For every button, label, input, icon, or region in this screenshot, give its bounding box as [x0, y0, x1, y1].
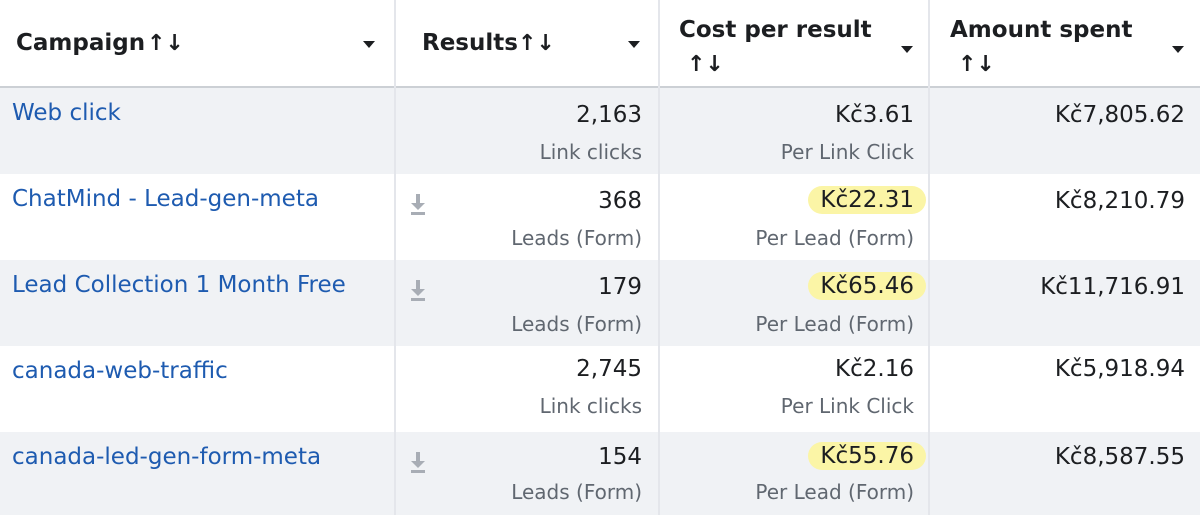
results-type: Leads (Form) [511, 480, 642, 504]
cost-value-text: Kč65.46 [808, 272, 926, 300]
results-type: Leads (Form) [511, 312, 642, 336]
sort-icon[interactable]: ↑↓ [147, 31, 184, 56]
table-row: canada-led-gen-form-meta 154 Leads (Form… [0, 432, 1200, 515]
chevron-down-icon[interactable] [363, 41, 375, 48]
header-cost-label: Cost per result [679, 17, 872, 43]
cost-value: Kč3.61 [835, 102, 914, 128]
cost-value-text: Kč3.61 [835, 102, 914, 128]
cost-type: Per Lead (Form) [755, 480, 914, 504]
campaign-name-link[interactable]: canada-led-gen-form-meta [12, 444, 322, 470]
chevron-down-icon[interactable] [1172, 46, 1184, 53]
column-divider[interactable] [928, 0, 930, 515]
table-header: Campaign ↑↓ Results ↑↓ Cost per result ↑… [0, 0, 1200, 88]
cost-value: Kč2.16 [835, 356, 914, 382]
header-cost-per-result[interactable]: Cost per result ↑↓ [660, 0, 928, 86]
cost-type: Per Link Click [780, 140, 914, 164]
results-type: Link clicks [539, 140, 642, 164]
sort-icon[interactable]: ↑↓ [518, 31, 555, 56]
sort-icon[interactable]: ↑↓ [687, 52, 724, 77]
campaign-name-link[interactable]: ChatMind - Lead-gen-meta [12, 186, 319, 212]
sort-icon[interactable]: ↑↓ [958, 52, 995, 77]
campaign-name-link[interactable]: Lead Collection 1 Month Free [12, 272, 346, 298]
cost-type: Per Lead (Form) [755, 312, 914, 336]
chevron-down-icon[interactable] [901, 46, 913, 53]
amount-spent-value: Kč5,918.94 [1054, 356, 1185, 382]
cost-value-text: Kč2.16 [835, 356, 914, 382]
header-campaign-label: Campaign [16, 30, 146, 56]
amount-spent-value: Kč8,210.79 [1054, 188, 1185, 214]
table-row: canada-web-traffic 2,745 Link clicks Kč2… [0, 346, 1200, 432]
cost-value: Kč22.31 [808, 186, 926, 214]
header-campaign[interactable]: Campaign ↑↓ [0, 0, 394, 86]
table-row: Lead Collection 1 Month Free 179 Leads (… [0, 260, 1200, 346]
results-type: Link clicks [539, 394, 642, 418]
chevron-down-icon[interactable] [628, 41, 640, 48]
cost-value-text: Kč22.31 [808, 186, 926, 214]
table-row: Web click 2,163 Link clicks Kč3.61 Per L… [0, 88, 1200, 174]
download-icon[interactable] [408, 450, 428, 474]
cost-value-text: Kč55.76 [808, 442, 926, 470]
header-results[interactable]: Results ↑↓ [396, 0, 658, 86]
column-divider[interactable] [394, 0, 396, 515]
results-value: 2,745 [576, 356, 642, 382]
campaign-name-link[interactable]: Web click [12, 100, 121, 126]
results-value: 2,163 [576, 102, 642, 128]
header-amount-label: Amount spent [950, 17, 1133, 43]
cost-value: Kč55.76 [808, 442, 926, 470]
amount-spent-value: Kč8,587.55 [1054, 444, 1185, 470]
cost-value: Kč65.46 [808, 272, 926, 300]
download-icon[interactable] [408, 192, 428, 216]
column-divider[interactable] [658, 0, 660, 515]
cost-type: Per Link Click [780, 394, 914, 418]
amount-spent-value: Kč7,805.62 [1054, 102, 1185, 128]
results-value: 154 [598, 444, 642, 470]
cost-type: Per Lead (Form) [755, 226, 914, 250]
results-type: Leads (Form) [511, 226, 642, 250]
amount-spent-value: Kč11,716.91 [1040, 274, 1185, 300]
table-row: ChatMind - Lead-gen-meta 368 Leads (Form… [0, 174, 1200, 260]
download-icon[interactable] [408, 278, 428, 302]
header-results-label: Results [422, 30, 518, 56]
results-value: 368 [598, 188, 642, 214]
header-amount-spent[interactable]: Amount spent ↑↓ [930, 0, 1200, 86]
results-value: 179 [598, 274, 642, 300]
campaign-name-link[interactable]: canada-web-traffic [12, 358, 228, 384]
